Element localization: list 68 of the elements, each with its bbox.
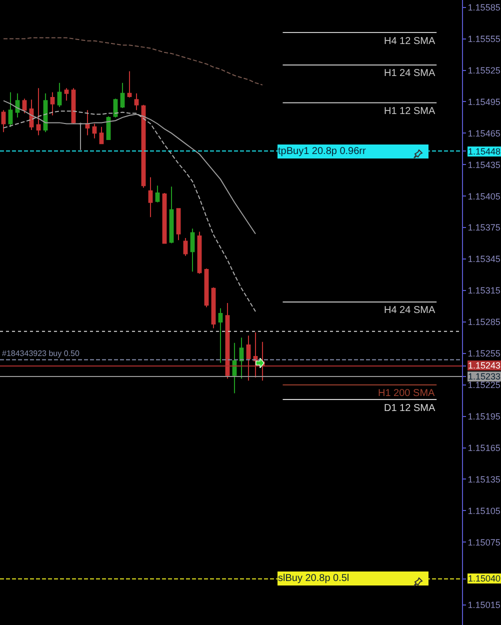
candlestick bbox=[134, 92, 139, 111]
candlestick bbox=[162, 192, 167, 244]
candlestick bbox=[148, 176, 153, 218]
candlestick bbox=[92, 123, 97, 139]
candlestick bbox=[253, 332, 258, 378]
y-tick-label: 1.15165 bbox=[468, 442, 500, 453]
candlestick bbox=[232, 342, 237, 394]
y-tick-label: 1.15525 bbox=[468, 65, 500, 76]
label-box: slBuy 20.8p 0.5l bbox=[278, 572, 428, 586]
ref-line-label: H1 12 SMA bbox=[384, 106, 436, 117]
candlestick bbox=[218, 308, 223, 364]
y-tick-label: 1.15448 bbox=[468, 146, 501, 156]
ref-line-label: H1 200 SMA bbox=[378, 388, 436, 399]
candlestick bbox=[183, 238, 188, 256]
y-tick-label: 1.15233 bbox=[468, 372, 501, 382]
candlestick bbox=[204, 268, 209, 308]
y-tick-label: 1.15195 bbox=[468, 411, 500, 422]
candlestick bbox=[155, 185, 160, 203]
ref-line-label: D1 12 SMA bbox=[384, 403, 436, 414]
y-tick-label: 1.15105 bbox=[468, 506, 500, 516]
candlestick bbox=[85, 110, 90, 136]
candlestick bbox=[57, 82, 62, 108]
candlestick bbox=[239, 337, 244, 380]
y-tick-label: 1.15585 bbox=[468, 2, 500, 12]
candlestick bbox=[211, 286, 216, 329]
y-tick-label: 1.15435 bbox=[468, 160, 500, 170]
candlestick bbox=[176, 208, 181, 241]
candlestick bbox=[197, 231, 202, 274]
candlestick bbox=[64, 88, 69, 102]
candlestick bbox=[225, 302, 230, 380]
line-series bbox=[3, 37, 263, 86]
candlestick bbox=[1, 110, 6, 133]
ref-line-label: H4 24 SMA bbox=[384, 305, 436, 316]
candlestick bbox=[190, 228, 195, 272]
y-tick-label: 1.15075 bbox=[468, 537, 500, 548]
candlestick bbox=[120, 82, 125, 109]
ref-line-label: slBuy 20.8p 0.5l bbox=[278, 573, 350, 584]
y-tick-label: 1.15315 bbox=[468, 286, 500, 296]
line-series bbox=[3, 100, 256, 234]
y-tick-label: 1.15375 bbox=[468, 222, 500, 233]
candlestick bbox=[8, 92, 13, 128]
ref-line-label: #184343923 buy 0.50 bbox=[2, 349, 80, 358]
ref-line-label: tpBuy1 20.8p 0.96rr bbox=[278, 146, 367, 157]
y-tick-label: 1.15405 bbox=[468, 191, 500, 202]
candlestick bbox=[127, 70, 132, 98]
y-tick-label: 1.15555 bbox=[468, 34, 500, 44]
ref-line-label: H1 24 SMA bbox=[384, 68, 436, 79]
candlestick bbox=[36, 88, 41, 136]
y-tick-label: 1.15345 bbox=[468, 254, 500, 264]
line-series bbox=[3, 110, 256, 312]
y-tick-label: 1.15135 bbox=[468, 474, 500, 484]
candlestick bbox=[15, 92, 20, 118]
y-tick-label: 1.15285 bbox=[468, 317, 500, 328]
y-tick-label: 1.15243 bbox=[468, 360, 501, 370]
candlestick bbox=[99, 126, 104, 144]
candlestick bbox=[22, 98, 27, 114]
candlestick bbox=[246, 335, 251, 382]
y-tick-label: 1.15040 bbox=[468, 574, 501, 584]
y-tick-label: 1.15255 bbox=[468, 348, 500, 359]
y-tick-label: 1.15465 bbox=[468, 128, 500, 138]
candlestick bbox=[50, 92, 55, 116]
ref-line-label: H4 12 SMA bbox=[384, 36, 436, 47]
label-box: tpBuy1 20.8p 0.96rr bbox=[278, 144, 428, 158]
y-tick-label: 1.15015 bbox=[468, 600, 500, 610]
y-tick-label: 1.15225 bbox=[468, 380, 500, 390]
candlestick bbox=[169, 186, 174, 244]
candlestick bbox=[78, 122, 83, 150]
y-tick-label: 1.15495 bbox=[468, 96, 500, 107]
